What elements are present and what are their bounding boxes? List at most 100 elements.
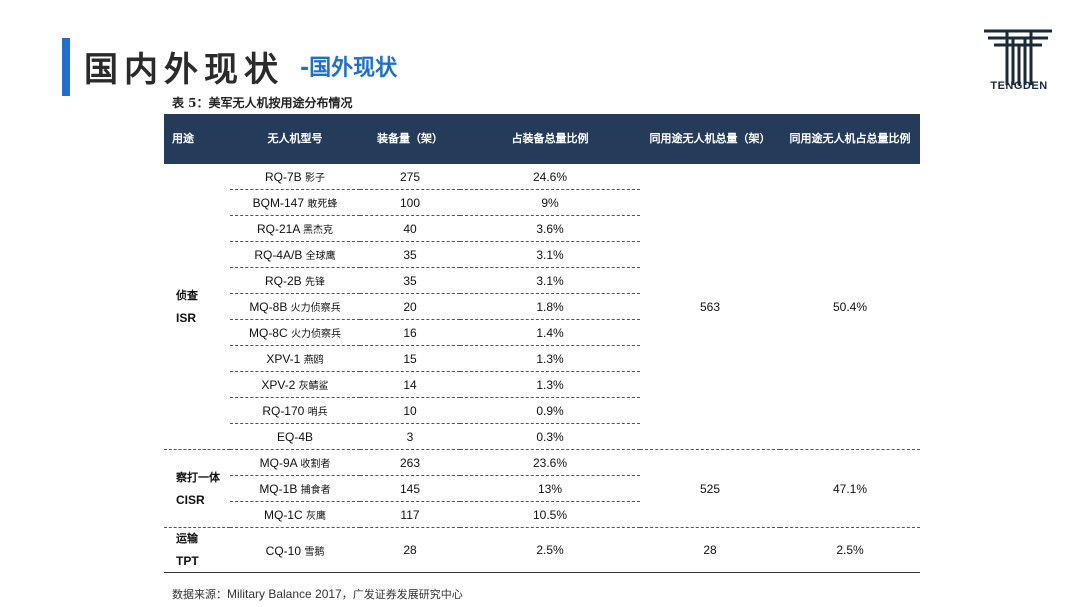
uav-model-cell: XPV-1 燕鸥 bbox=[230, 345, 360, 372]
share-cell: 2.5% bbox=[460, 527, 640, 573]
share-cell: 3.6% bbox=[460, 215, 640, 242]
uav-model-cell: MQ-1B 捕食者 bbox=[230, 475, 360, 502]
share-cell: 3.1% bbox=[460, 241, 640, 268]
uav-model-code: MQ-8B bbox=[249, 300, 288, 314]
column-header-model: 无人机型号 bbox=[230, 114, 360, 164]
table-row: XPV-2 灰鲭鲨 14 1.3% bbox=[164, 371, 920, 398]
column-header-group-total: 同用途无人机总量（架） bbox=[640, 114, 780, 164]
uav-model-cell: CQ-10 雪鹅 bbox=[230, 527, 360, 573]
source-note: 数据来源：Military Balance 2017，广发证券发展研究中心 bbox=[172, 586, 463, 602]
group-total-cell: 28 bbox=[640, 527, 780, 573]
group-share-cell: 2.5% bbox=[780, 527, 920, 573]
share-cell: 3.1% bbox=[460, 267, 640, 294]
uav-model-code: BQM-147 bbox=[252, 196, 304, 210]
quantity-cell: 275 bbox=[360, 164, 460, 190]
uav-model-name: 黑杰克 bbox=[303, 225, 334, 236]
uav-model-code: RQ-7B bbox=[264, 170, 302, 184]
uav-model-name: 灰鲭鲨 bbox=[298, 381, 329, 392]
uav-model-name: 燕鸥 bbox=[303, 355, 324, 366]
page-subtitle: -国外现状 bbox=[300, 56, 398, 81]
source-suffix: ，广发证券发展研究中心 bbox=[341, 588, 463, 601]
uav-model-code: RQ-4A/B bbox=[254, 248, 303, 262]
quantity-cell: 35 bbox=[360, 267, 460, 294]
uav-model-code: CQ-10 bbox=[265, 543, 301, 558]
quantity-cell: 263 bbox=[360, 449, 460, 476]
quantity-cell: 3 bbox=[360, 423, 460, 450]
share-cell: 0.3% bbox=[460, 423, 640, 450]
table-caption: 表 5：美军无人机按用途分布情况 bbox=[172, 96, 353, 110]
uav-model-cell: MQ-8C 火力侦察兵 bbox=[230, 319, 360, 346]
quantity-cell: 10 bbox=[360, 397, 460, 424]
uav-model-code: RQ-170 bbox=[262, 404, 305, 418]
uav-model-cell: XPV-2 灰鲭鲨 bbox=[230, 371, 360, 398]
table-row: MQ-1B 捕食者 145 13% bbox=[164, 475, 920, 502]
table-row: RQ-21A 黑杰克 40 3.6% bbox=[164, 215, 920, 242]
quantity-cell: 20 bbox=[360, 293, 460, 320]
table-header-row: 用途 无人机型号 装备量（架） 占装备总量比例 同用途无人机总量（架） 同用途无… bbox=[164, 114, 920, 164]
usage-category-en: CISR bbox=[176, 492, 205, 507]
column-header-quantity: 装备量（架） bbox=[360, 114, 460, 164]
tengden-logo-icon bbox=[984, 29, 1052, 85]
uav-model-cell: RQ-7B 影子 bbox=[230, 164, 360, 190]
usage-category-cn: 运输 bbox=[176, 532, 198, 545]
uav-model-code: XPV-2 bbox=[261, 378, 296, 392]
group-share-cell: 47.1% bbox=[780, 449, 920, 528]
table-body: 侦查 ISR RQ-7B 影子 275 24.6% 563 50.4% BQM-147 敢死蜂… bbox=[164, 164, 920, 573]
quantity-cell: 35 bbox=[360, 241, 460, 268]
table-row: BQM-147 敢死蜂 100 9% bbox=[164, 189, 920, 216]
quantity-cell: 28 bbox=[360, 527, 460, 573]
quantity-cell: 16 bbox=[360, 319, 460, 346]
share-cell: 13% bbox=[460, 475, 640, 502]
table-row: MQ-8B 火力侦察兵 20 1.8% bbox=[164, 293, 920, 320]
uav-model-cell: RQ-21A 黑杰克 bbox=[230, 215, 360, 242]
share-cell: 10.5% bbox=[460, 501, 640, 528]
quantity-cell: 15 bbox=[360, 345, 460, 372]
uav-model-cell: RQ-2B 先锋 bbox=[230, 267, 360, 294]
usage-category-cell: 察打一体 CISR bbox=[164, 449, 230, 528]
logo-text: TENGDEN bbox=[990, 80, 1048, 92]
uav-model-code: MQ-8C bbox=[248, 326, 288, 340]
uav-model-cell: RQ-4A/B 全球鹰 bbox=[230, 241, 360, 268]
share-cell: 23.6% bbox=[460, 449, 640, 476]
uav-model-name: 收割者 bbox=[300, 459, 331, 470]
uav-model-name: 哨兵 bbox=[307, 407, 328, 418]
usage-category-en: ISR bbox=[176, 310, 197, 325]
usage-category-cn: 侦查 bbox=[176, 288, 198, 302]
uav-model-code: RQ-2B bbox=[264, 274, 302, 288]
usage-category-cell: 侦查 ISR bbox=[164, 164, 230, 450]
uav-model-code: MQ-9A bbox=[259, 456, 297, 470]
share-cell: 1.3% bbox=[460, 345, 640, 372]
share-cell: 0.9% bbox=[460, 397, 640, 424]
column-header-usage: 用途 bbox=[164, 114, 230, 164]
uav-model-cell: EQ-4B bbox=[230, 423, 360, 450]
share-cell: 1.4% bbox=[460, 319, 640, 346]
table-row: 运输 TPT CQ-10 雪鹅 28 2.5% 28 2.5% bbox=[164, 527, 920, 573]
table-row: RQ-4A/B 全球鹰 35 3.1% bbox=[164, 241, 920, 268]
uav-model-code: RQ-21A bbox=[256, 222, 300, 236]
uav-model-name: 敢死蜂 bbox=[307, 199, 338, 210]
table-row: MQ-1C 灰鹰 117 10.5% bbox=[164, 501, 920, 528]
uav-model-name: 影子 bbox=[305, 173, 326, 184]
uav-usage-table: 用途 无人机型号 装备量（架） 占装备总量比例 同用途无人机总量（架） 同用途无… bbox=[164, 114, 920, 573]
share-cell: 1.8% bbox=[460, 293, 640, 320]
uav-model-name: 先锋 bbox=[305, 277, 326, 288]
uav-model-code: MQ-1B bbox=[259, 482, 298, 496]
uav-model-name: 捕食者 bbox=[300, 485, 331, 496]
uav-model-name: 火力侦察兵 bbox=[291, 329, 341, 340]
uav-model-name: 灰鹰 bbox=[306, 511, 326, 522]
quantity-cell: 40 bbox=[360, 215, 460, 242]
group-share-cell: 50.4% bbox=[780, 164, 920, 450]
share-cell: 1.3% bbox=[460, 371, 640, 398]
uav-model-name: 火力侦察兵 bbox=[290, 303, 341, 314]
group-total-cell: 525 bbox=[640, 449, 780, 528]
usage-category-cn: 察打一体 bbox=[176, 470, 220, 484]
table-row: XPV-1 燕鸥 15 1.3% bbox=[164, 345, 920, 372]
uav-model-cell: MQ-8B 火力侦察兵 bbox=[230, 293, 360, 320]
group-total-cell: 563 bbox=[640, 164, 780, 450]
uav-model-cell: RQ-170 哨兵 bbox=[230, 397, 360, 424]
title-accent-bar bbox=[62, 38, 70, 96]
column-header-share: 占装备总量比例 bbox=[460, 114, 640, 164]
quantity-cell: 117 bbox=[360, 501, 460, 528]
table-row: RQ-2B 先锋 35 3.1% bbox=[164, 267, 920, 294]
usage-category-en: TPT bbox=[176, 554, 199, 568]
